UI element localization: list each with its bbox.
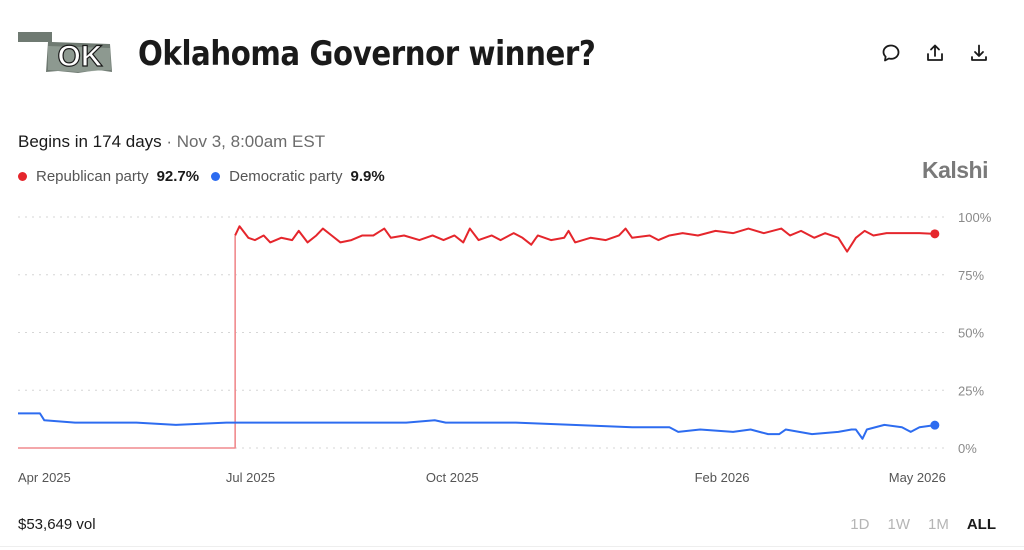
series-line-democratic — [18, 412, 935, 440]
oklahoma-state-icon: OK — [18, 32, 112, 74]
header-actions — [880, 42, 990, 64]
endpoint-democratic — [930, 420, 940, 430]
legend-name: Democratic party — [229, 168, 343, 185]
y-tick-label: 50% — [958, 326, 984, 341]
range-selector: 1D 1W 1M ALL — [850, 516, 996, 533]
range-1w[interactable]: 1W — [887, 516, 910, 533]
legend-name: Republican party — [36, 168, 149, 185]
header: OK Oklahoma Governor winner? — [18, 28, 1008, 88]
range-all[interactable]: ALL — [966, 516, 996, 533]
x-tick-label: Feb 2026 — [695, 470, 750, 485]
price-chart[interactable]: 100% 75% 50% 25% 0% Apr 2025 Jul 2025 Oct 2025 F… — [0, 195, 1024, 495]
download-icon — [971, 44, 987, 61]
legend-value: 92.7% — [156, 168, 200, 185]
download-button[interactable] — [968, 42, 990, 64]
chart-legend: Republican party 92.7% Democratic party … — [18, 168, 397, 185]
series-line-republican — [234, 225, 935, 253]
page-title: Oklahoma Governor winner? — [138, 34, 596, 74]
legend-item-republican: Republican party 92.7% — [18, 168, 199, 185]
x-tick-label: May 2026 — [889, 470, 946, 485]
legend-item-democratic: Democratic party 9.9% — [211, 168, 385, 185]
series-line-republican-prelaunch — [18, 235, 236, 449]
legend-dot-republican — [18, 172, 27, 181]
separator: · — [161, 132, 177, 151]
kalshi-brand-logo: Kalshi — [921, 157, 989, 183]
y-tick-label: 0% — [958, 441, 977, 456]
volume-text: $53,649 vol — [18, 516, 96, 533]
x-tick-label: Oct 2025 — [426, 470, 479, 485]
legend-value: 9.9% — [350, 168, 385, 185]
y-tick-label: 75% — [958, 268, 984, 283]
range-1m[interactable]: 1M — [927, 516, 949, 533]
comment-button[interactable] — [880, 42, 902, 64]
oklahoma-logo: OK — [18, 30, 114, 74]
range-1d[interactable]: 1D — [850, 516, 870, 533]
logo-text: OK — [58, 40, 103, 73]
endpoint-republican — [930, 229, 940, 239]
market-start-info: Begins in 174 days · Nov 3, 8:00am EST — [18, 132, 325, 152]
legend-dot-democratic — [211, 172, 221, 181]
begins-text: Begins in 174 days — [18, 132, 162, 151]
x-tick-label: Apr 2025 — [18, 470, 71, 485]
share-button[interactable] — [924, 42, 946, 64]
comment-icon — [882, 44, 900, 62]
divider — [0, 546, 1024, 547]
start-date: Nov 3, 8:00am EST — [176, 132, 326, 151]
y-tick-label: 25% — [958, 383, 984, 398]
x-tick-label: Jul 2025 — [226, 470, 275, 485]
y-tick-label: 100% — [958, 210, 992, 225]
share-icon — [927, 44, 943, 61]
